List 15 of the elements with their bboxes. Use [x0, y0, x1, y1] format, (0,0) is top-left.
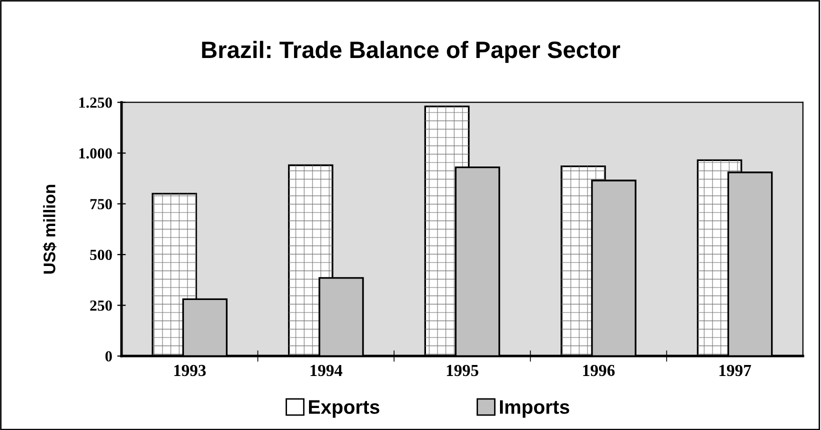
- y-tick-label: 1.250: [79, 97, 112, 108]
- y-tick-label: 250: [90, 300, 112, 311]
- y-tick-label: 1.000: [79, 148, 112, 159]
- y-tick-label: 500: [90, 250, 112, 260]
- y-tick-label: 0: [105, 351, 112, 362]
- y-tick-label: 750: [90, 198, 112, 210]
- chart-title: Brazil: Trade Balance of Paper Sector: [202, 40, 620, 63]
- y-axis-title: US$ million: [42, 184, 56, 274]
- legend-label: Exports: [308, 400, 380, 418]
- x-tick-label: 1995: [446, 364, 478, 376]
- x-tick-label: 1997: [719, 364, 752, 376]
- x-tick-label: 1996: [583, 364, 615, 376]
- legend-label: Imports: [500, 400, 570, 418]
- x-tick-label: 1993: [174, 364, 206, 376]
- x-tick-label: 1994: [310, 364, 342, 376]
